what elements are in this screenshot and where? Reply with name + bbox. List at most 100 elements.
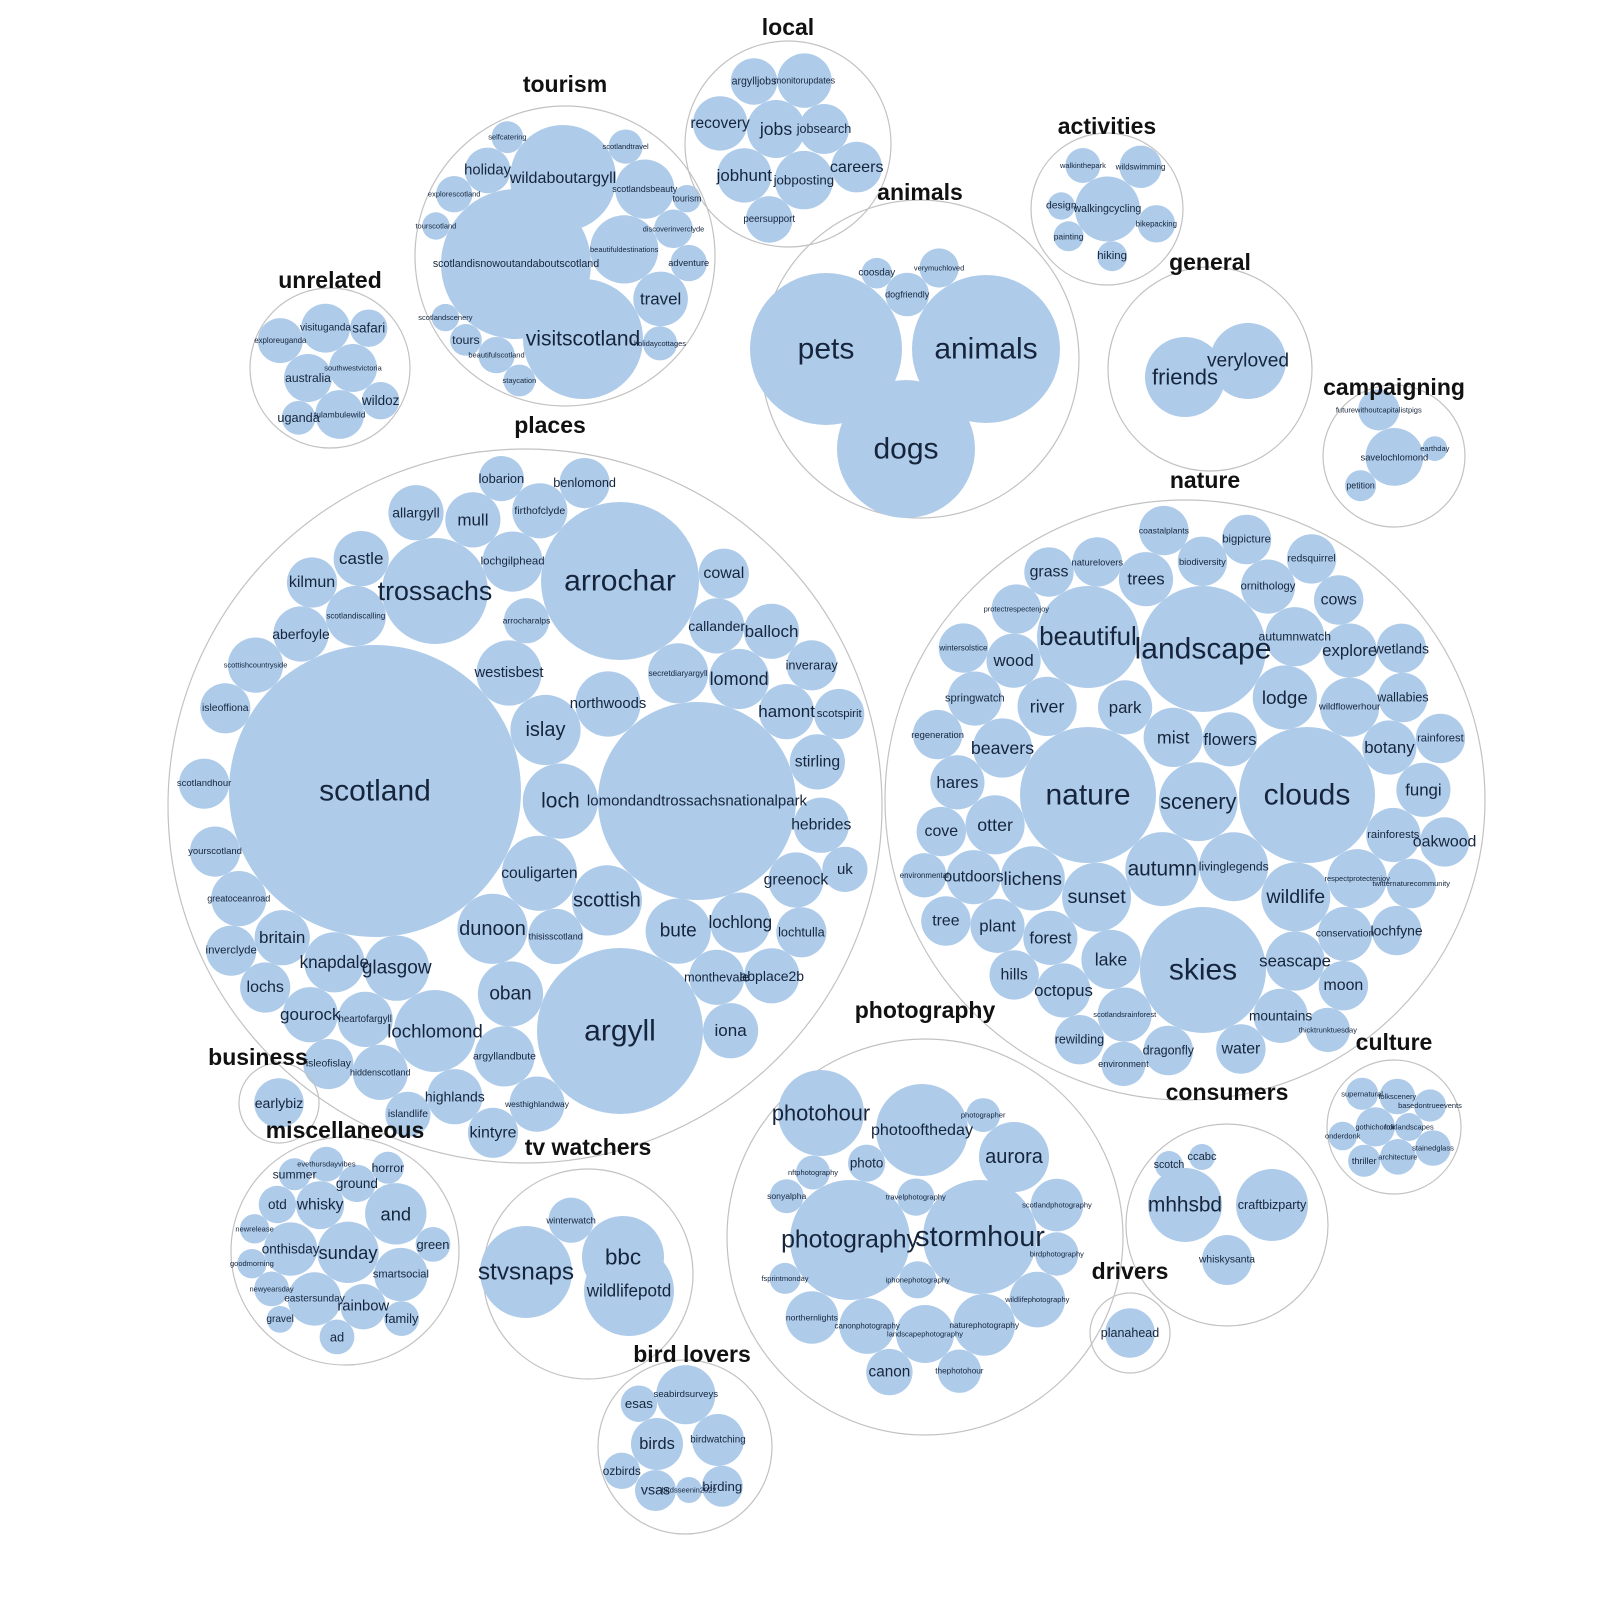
svg-text:dogs: dogs <box>873 433 938 466</box>
svg-text:cove: cove <box>925 823 959 840</box>
svg-text:iphonephotography: iphonephotography <box>886 1275 950 1284</box>
svg-text:wetlands: wetlands <box>1373 640 1429 656</box>
svg-text:beavers: beavers <box>971 738 1034 758</box>
svg-text:bbc: bbc <box>605 1245 641 1270</box>
svg-text:tourism: tourism <box>523 71 607 97</box>
svg-text:gourock: gourock <box>280 1005 341 1024</box>
svg-text:arrochar: arrochar <box>564 565 676 598</box>
svg-text:rewilding: rewilding <box>1055 1033 1104 1047</box>
svg-text:wildaboutargyll: wildaboutargyll <box>509 169 616 187</box>
svg-text:thicktrunktuesday: thicktrunktuesday <box>1299 1025 1358 1034</box>
svg-text:heartofargyll: heartofargyll <box>339 1014 392 1025</box>
svg-text:castle: castle <box>339 549 383 568</box>
svg-text:glasgow: glasgow <box>362 958 432 979</box>
svg-text:scotland: scotland <box>319 775 431 808</box>
svg-text:green: green <box>417 1237 450 1252</box>
svg-text:earlybiz: earlybiz <box>255 1095 304 1111</box>
svg-text:horror: horror <box>372 1161 405 1175</box>
svg-text:conservation: conservation <box>1316 929 1375 940</box>
svg-text:mountains: mountains <box>1249 1008 1312 1023</box>
svg-text:ozbirds: ozbirds <box>603 1464 641 1478</box>
svg-text:tourism: tourism <box>672 194 701 204</box>
svg-text:whisky: whisky <box>296 1197 344 1214</box>
svg-text:photo: photo <box>850 1156 884 1171</box>
svg-text:knapdale: knapdale <box>300 953 369 972</box>
svg-text:beautifulscotland: beautifulscotland <box>468 351 524 360</box>
svg-text:scottish: scottish <box>573 889 641 911</box>
svg-text:wildoz: wildoz <box>361 393 400 408</box>
svg-text:photography: photography <box>855 997 996 1023</box>
svg-text:protectrespectenjoy: protectrespectenjoy <box>984 605 1050 614</box>
svg-text:walkingcycling: walkingcycling <box>1073 203 1142 215</box>
svg-text:lochfyne: lochfyne <box>1371 923 1423 939</box>
svg-text:naturephotography: naturephotography <box>949 1320 1020 1330</box>
svg-text:naturelovers: naturelovers <box>1072 556 1124 567</box>
svg-text:mhhsbd: mhhsbd <box>1148 1194 1222 1217</box>
svg-text:earthday: earthday <box>1420 444 1449 453</box>
svg-text:discoverinverclyde: discoverinverclyde <box>643 224 705 233</box>
svg-text:beautifuldestinations: beautifuldestinations <box>590 245 659 254</box>
svg-text:verymuchloved: verymuchloved <box>914 264 964 273</box>
svg-text:flowers: flowers <box>1203 730 1256 749</box>
svg-text:photohour: photohour <box>772 1101 870 1126</box>
svg-text:selfcatering: selfcatering <box>488 133 526 142</box>
svg-text:dunoon: dunoon <box>459 918 526 940</box>
svg-text:iona: iona <box>715 1021 748 1040</box>
svg-text:yourscotland: yourscotland <box>188 846 242 857</box>
svg-text:kilmun: kilmun <box>289 574 335 591</box>
svg-text:northernlights: northernlights <box>786 1313 838 1323</box>
svg-text:australia: australia <box>285 371 331 385</box>
svg-text:fsprintmonday: fsprintmonday <box>761 1274 808 1283</box>
svg-text:scotlandphotography: scotlandphotography <box>1022 1201 1092 1210</box>
svg-text:allargyll: allargyll <box>392 505 439 521</box>
svg-text:springwatch: springwatch <box>945 693 1005 705</box>
svg-text:mist: mist <box>1157 727 1190 747</box>
svg-text:kintyre: kintyre <box>469 1124 516 1141</box>
svg-text:and: and <box>381 1203 412 1224</box>
svg-text:sunday: sunday <box>319 1242 379 1263</box>
svg-text:secretdiaryargyll: secretdiaryargyll <box>649 669 708 678</box>
svg-text:environmental: environmental <box>900 871 949 880</box>
svg-text:nature: nature <box>1170 467 1240 493</box>
svg-text:lochgilphead: lochgilphead <box>481 556 545 568</box>
svg-text:isleoffiona: isleoffiona <box>202 703 249 714</box>
svg-text:coastalplants: coastalplants <box>1139 526 1189 536</box>
svg-text:water: water <box>1220 1041 1261 1058</box>
svg-text:tree: tree <box>932 913 960 930</box>
svg-text:birds: birds <box>639 1435 675 1453</box>
svg-text:winterwatch: winterwatch <box>545 1215 596 1226</box>
svg-text:tv watchers: tv watchers <box>525 1134 652 1160</box>
svg-text:lomondandtrossachsnationalpark: lomondandtrossachsnationalpark <box>587 793 808 810</box>
svg-text:birdsseenin2022: birdsseenin2022 <box>661 1486 716 1495</box>
svg-text:jobsearch: jobsearch <box>796 122 852 136</box>
svg-text:hamont: hamont <box>758 702 815 721</box>
svg-text:onderdonk: onderdonk <box>1325 1132 1361 1141</box>
svg-text:basedontrueevents: basedontrueevents <box>1398 1101 1462 1110</box>
svg-text:scotlandisnowoutandaboutscotla: scotlandisnowoutandaboutscotland <box>433 258 599 270</box>
svg-text:wintersolstice: wintersolstice <box>938 644 988 653</box>
svg-text:savelochlomond: savelochlomond <box>1361 451 1429 462</box>
svg-text:folklandscapes: folklandscapes <box>1384 1123 1434 1132</box>
svg-text:newrelease: newrelease <box>235 1224 273 1233</box>
svg-text:wildlifephotography: wildlifephotography <box>1004 1295 1069 1304</box>
svg-text:goodmorning: goodmorning <box>230 1259 274 1268</box>
svg-text:landscape: landscape <box>1135 633 1272 666</box>
svg-text:rainbow: rainbow <box>337 1299 389 1315</box>
svg-text:forest: forest <box>1029 928 1071 947</box>
svg-text:abplace2b: abplace2b <box>739 968 804 984</box>
svg-text:explorescotland: explorescotland <box>428 190 481 199</box>
svg-text:futurewithoutcapitalistpigs: futurewithoutcapitalistpigs <box>1336 405 1422 414</box>
svg-text:autumn: autumn <box>1128 858 1197 881</box>
svg-text:octopus: octopus <box>1034 981 1093 1000</box>
svg-text:seabirdsurveys: seabirdsurveys <box>654 1389 719 1400</box>
svg-text:general: general <box>1169 249 1251 275</box>
svg-text:scotlandiscalling: scotlandiscalling <box>326 612 385 621</box>
svg-text:culture: culture <box>1356 1029 1433 1055</box>
svg-text:wildlife: wildlife <box>1265 886 1325 908</box>
svg-text:wallabies: wallabies <box>1376 691 1428 705</box>
svg-text:trossachs: trossachs <box>378 576 493 606</box>
svg-text:walkinthepark: walkinthepark <box>1059 161 1106 170</box>
svg-text:scottishcountryside: scottishcountryside <box>224 661 288 670</box>
svg-text:campaigning: campaigning <box>1323 374 1465 400</box>
svg-text:skies: skies <box>1169 954 1237 987</box>
